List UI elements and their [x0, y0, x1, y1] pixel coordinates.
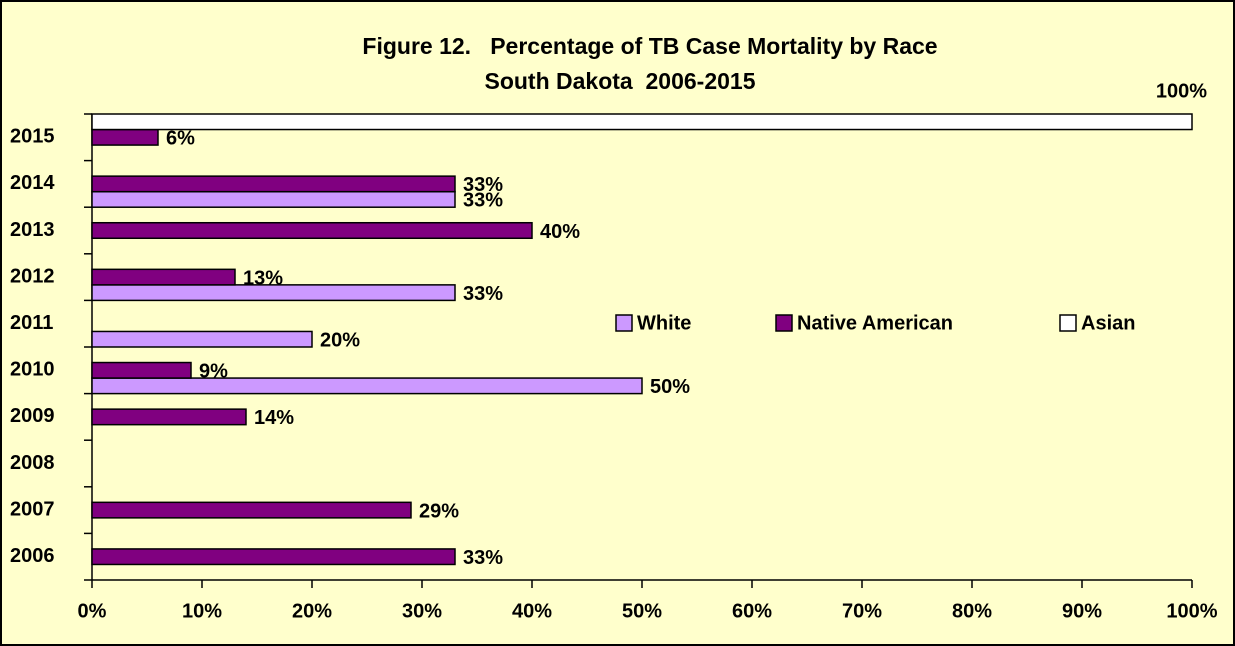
- data-label: 33%: [463, 283, 503, 305]
- x-tick-label: 10%: [182, 600, 222, 622]
- bar: [91, 175, 456, 193]
- x-tick-label: 100%: [1166, 600, 1217, 622]
- bar: [91, 548, 456, 566]
- y-tick-label: 2011: [10, 312, 53, 334]
- bar: [91, 113, 1193, 131]
- legend-swatch: [1059, 314, 1077, 332]
- y-tick-label: 2013: [10, 219, 55, 241]
- bar: [91, 268, 236, 286]
- data-label: 33%: [463, 190, 503, 212]
- y-tick-label: 2006: [10, 545, 55, 567]
- x-tick-label: 0%: [78, 600, 107, 622]
- data-label: 20%: [320, 330, 360, 352]
- bar: [91, 408, 247, 426]
- x-tick-label: 20%: [292, 600, 332, 622]
- data-label: 13%: [243, 267, 283, 289]
- bar: [91, 501, 412, 519]
- bar: [91, 190, 456, 208]
- chart-subtitle: South Dakota 2006-2015: [484, 68, 755, 94]
- data-label: 50%: [650, 376, 690, 398]
- legend-swatch: [615, 314, 633, 332]
- bar: [91, 221, 533, 240]
- data-label: 9%: [199, 361, 228, 383]
- data-label: 14%: [254, 407, 294, 429]
- legend-label: Native American: [797, 312, 953, 334]
- legend-label: White: [637, 312, 691, 334]
- x-tick-label: 40%: [512, 600, 552, 622]
- y-tick-label: 2008: [10, 452, 55, 474]
- x-tick-label: 60%: [732, 600, 772, 622]
- data-label: 6%: [166, 128, 195, 150]
- y-tick-label: 2012: [10, 265, 55, 287]
- chart-title: Figure 12. Percentage of TB Case Mortali…: [362, 33, 937, 59]
- legend-swatch: [775, 314, 793, 332]
- bar: [91, 330, 313, 348]
- data-label: 29%: [419, 500, 459, 522]
- x-tick-label: 80%: [952, 600, 992, 622]
- bar: [91, 361, 192, 379]
- x-tick-label: 30%: [402, 600, 442, 622]
- bar: [91, 284, 456, 302]
- bar: [91, 377, 643, 395]
- y-tick-label: 2015: [10, 126, 55, 148]
- data-label: 40%: [540, 221, 580, 243]
- x-tick-label: 70%: [842, 600, 882, 622]
- data-label: 33%: [463, 547, 503, 569]
- bar: [91, 128, 159, 146]
- legend-label: Asian: [1081, 312, 1135, 334]
- data-label: 100%: [1156, 80, 1207, 102]
- y-tick-label: 2009: [10, 405, 55, 427]
- y-tick-label: 2007: [10, 498, 55, 520]
- data-label: 33%: [463, 174, 503, 196]
- y-tick-label: 2010: [10, 359, 55, 381]
- x-tick-label: 50%: [622, 600, 662, 622]
- x-tick-label: 90%: [1062, 600, 1102, 622]
- y-tick-label: 2014: [10, 172, 55, 194]
